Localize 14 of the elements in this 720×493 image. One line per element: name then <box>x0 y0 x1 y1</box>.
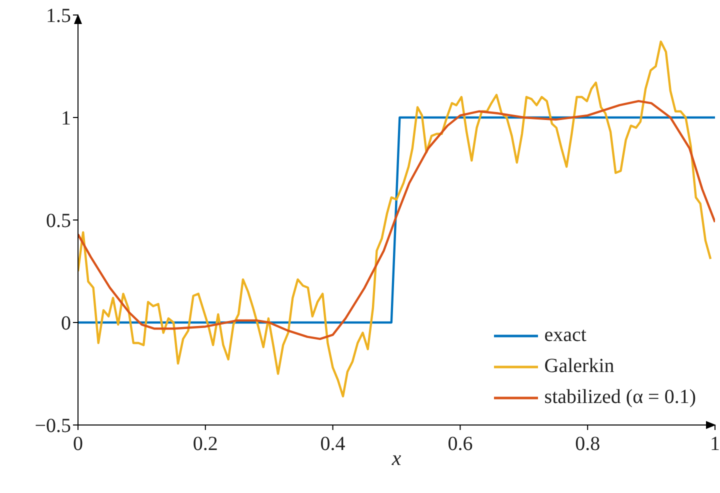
y-tick-label: 1.5 <box>46 5 71 28</box>
legend-label: Galerkin <box>544 354 614 379</box>
legend-label: stabilized (α = 0.1) <box>544 385 696 410</box>
x-tick-label: 1 <box>710 433 720 456</box>
x-tick-label: 0.2 <box>192 433 218 456</box>
x-tick-label: 0.8 <box>575 433 600 456</box>
x-tick-label: 0.6 <box>448 433 473 456</box>
y-tick-label: 0 <box>61 312 71 335</box>
y-tick-label: 0.5 <box>46 210 71 232</box>
legend-label: exact <box>544 323 586 348</box>
y-tick-label: −0.5 <box>34 415 71 438</box>
y-tick-label: 1 <box>61 108 71 130</box>
x-axis-title: x <box>390 446 402 470</box>
x-tick-label: 0.4 <box>320 433 346 456</box>
